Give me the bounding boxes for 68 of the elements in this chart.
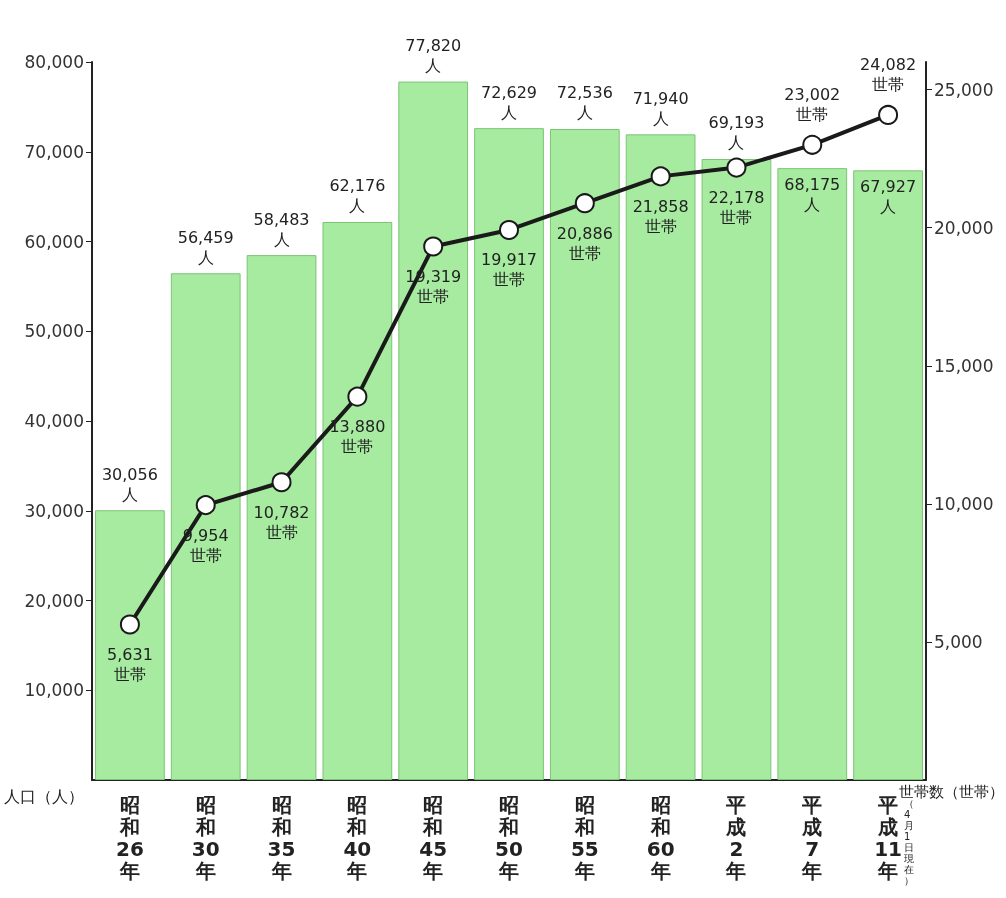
data-label: 58,483 人 [253, 209, 310, 249]
x-tick-label: 平成7年 [801, 793, 823, 883]
x-tick-label: 昭和60年 [646, 793, 675, 883]
y-axis-title: 人口（人） [4, 786, 84, 806]
y-tick-label: 50,000 [24, 321, 84, 342]
y-tick-label: 80,000 [24, 52, 84, 72]
bar [625, 134, 696, 780]
y2-axis-title: 世帯数（世帯） [899, 782, 1004, 801]
point [347, 386, 368, 407]
point [878, 104, 899, 125]
data-label: 22,178 世帯 [708, 188, 765, 228]
y2-tick-label: 15,000 [934, 355, 994, 376]
bar [398, 81, 469, 780]
data-label: 68,175 人 [784, 174, 841, 214]
bar [777, 168, 848, 780]
data-label: 72,536 人 [556, 83, 613, 123]
data-label: 24,082 世帯 [860, 55, 917, 95]
point [802, 134, 823, 155]
x-tick-label: 昭和26年 [115, 793, 144, 883]
x-tick-label: 昭和40年 [343, 793, 372, 883]
data-label: 77,820 人 [405, 36, 462, 76]
y2-tick-label: 10,000 [934, 493, 994, 514]
data-label: 69,193 人 [708, 113, 765, 153]
data-label: 72,629 人 [481, 82, 537, 122]
y2-tick-label: 20,000 [934, 217, 994, 238]
y-tick-label: 70,000 [24, 141, 84, 162]
bar [170, 273, 241, 780]
x-tick-label: 平成2年 [725, 793, 747, 883]
data-label: 62,176 人 [329, 176, 386, 216]
data-label: 30,056 人 [101, 464, 158, 504]
y-tick-label: 40,000 [24, 411, 84, 431]
data-label: 67,927 人 [860, 176, 917, 216]
point [423, 236, 444, 257]
data-label: 13,880 世帯 [329, 417, 386, 457]
bar [549, 128, 620, 780]
text: （4月1日現在） [904, 798, 914, 886]
x-tick-label: 昭和50年 [495, 793, 523, 883]
data-label: 23,002 世帯 [784, 85, 841, 125]
bar [322, 221, 393, 780]
bar [853, 170, 923, 780]
x-tick-label: 昭和30年 [191, 793, 220, 883]
x-tick-label: 昭和55年 [570, 793, 599, 883]
x-tick-label: 昭和35年 [267, 793, 296, 883]
point [271, 472, 292, 493]
data-label: 5,631 世帯 [107, 645, 153, 684]
point [574, 193, 595, 214]
data-label: 19,917 世帯 [481, 250, 537, 290]
y2-tick-label: 5,000 [934, 631, 983, 652]
data-label: 71,940 人 [632, 88, 689, 128]
y-tick-label: 30,000 [24, 500, 84, 521]
y-tick-label: 20,000 [24, 590, 84, 611]
data-label: 20,886 世帯 [556, 223, 613, 263]
point [726, 157, 747, 178]
point [499, 219, 519, 240]
point [650, 166, 671, 187]
bar [95, 510, 165, 780]
y-tick-label: 60,000 [24, 231, 84, 252]
x-tick-label: 昭和45年 [419, 793, 448, 883]
data-label: 56,459 人 [177, 227, 234, 267]
bar [246, 255, 317, 780]
y2-tick-label: 25,000 [934, 79, 994, 100]
point [119, 614, 140, 635]
point [195, 495, 216, 516]
y-tick-label: 10,000 [24, 680, 84, 701]
bar [474, 128, 544, 780]
bar [701, 158, 772, 780]
data-label: 21,858 世帯 [632, 196, 689, 236]
data-label: 10,782 世帯 [253, 502, 310, 542]
